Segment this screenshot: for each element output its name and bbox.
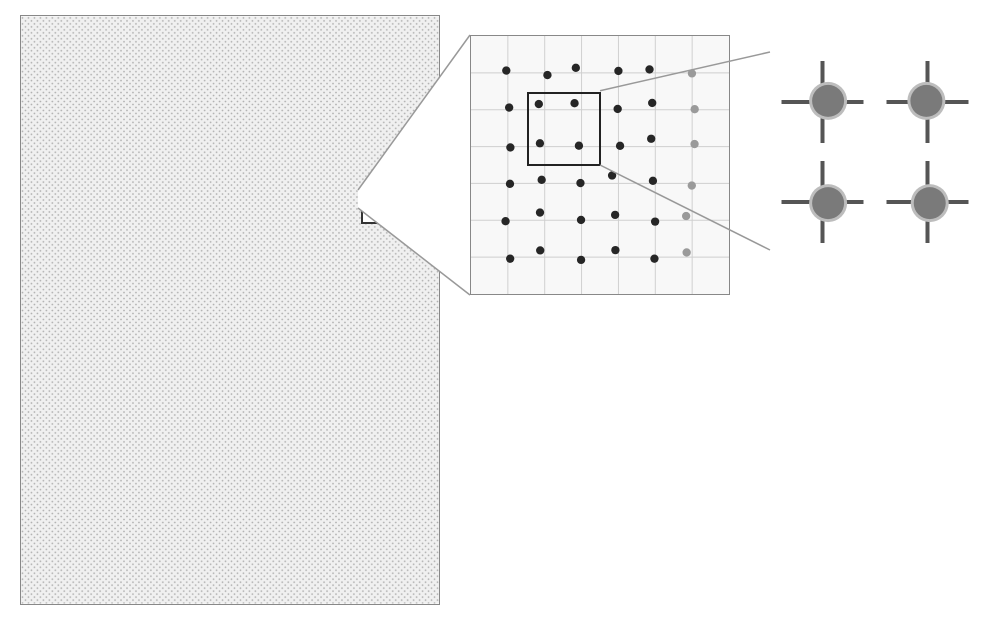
dense-texture (21, 16, 439, 604)
zoom2-panel (770, 52, 980, 252)
sample-region-marker (361, 206, 379, 224)
zoom2-grid (770, 52, 980, 252)
diagram-stage (0, 0, 1000, 633)
dense-panel (20, 15, 440, 605)
zoom1-panel (470, 35, 730, 295)
zoom1-inner-box (527, 92, 601, 166)
